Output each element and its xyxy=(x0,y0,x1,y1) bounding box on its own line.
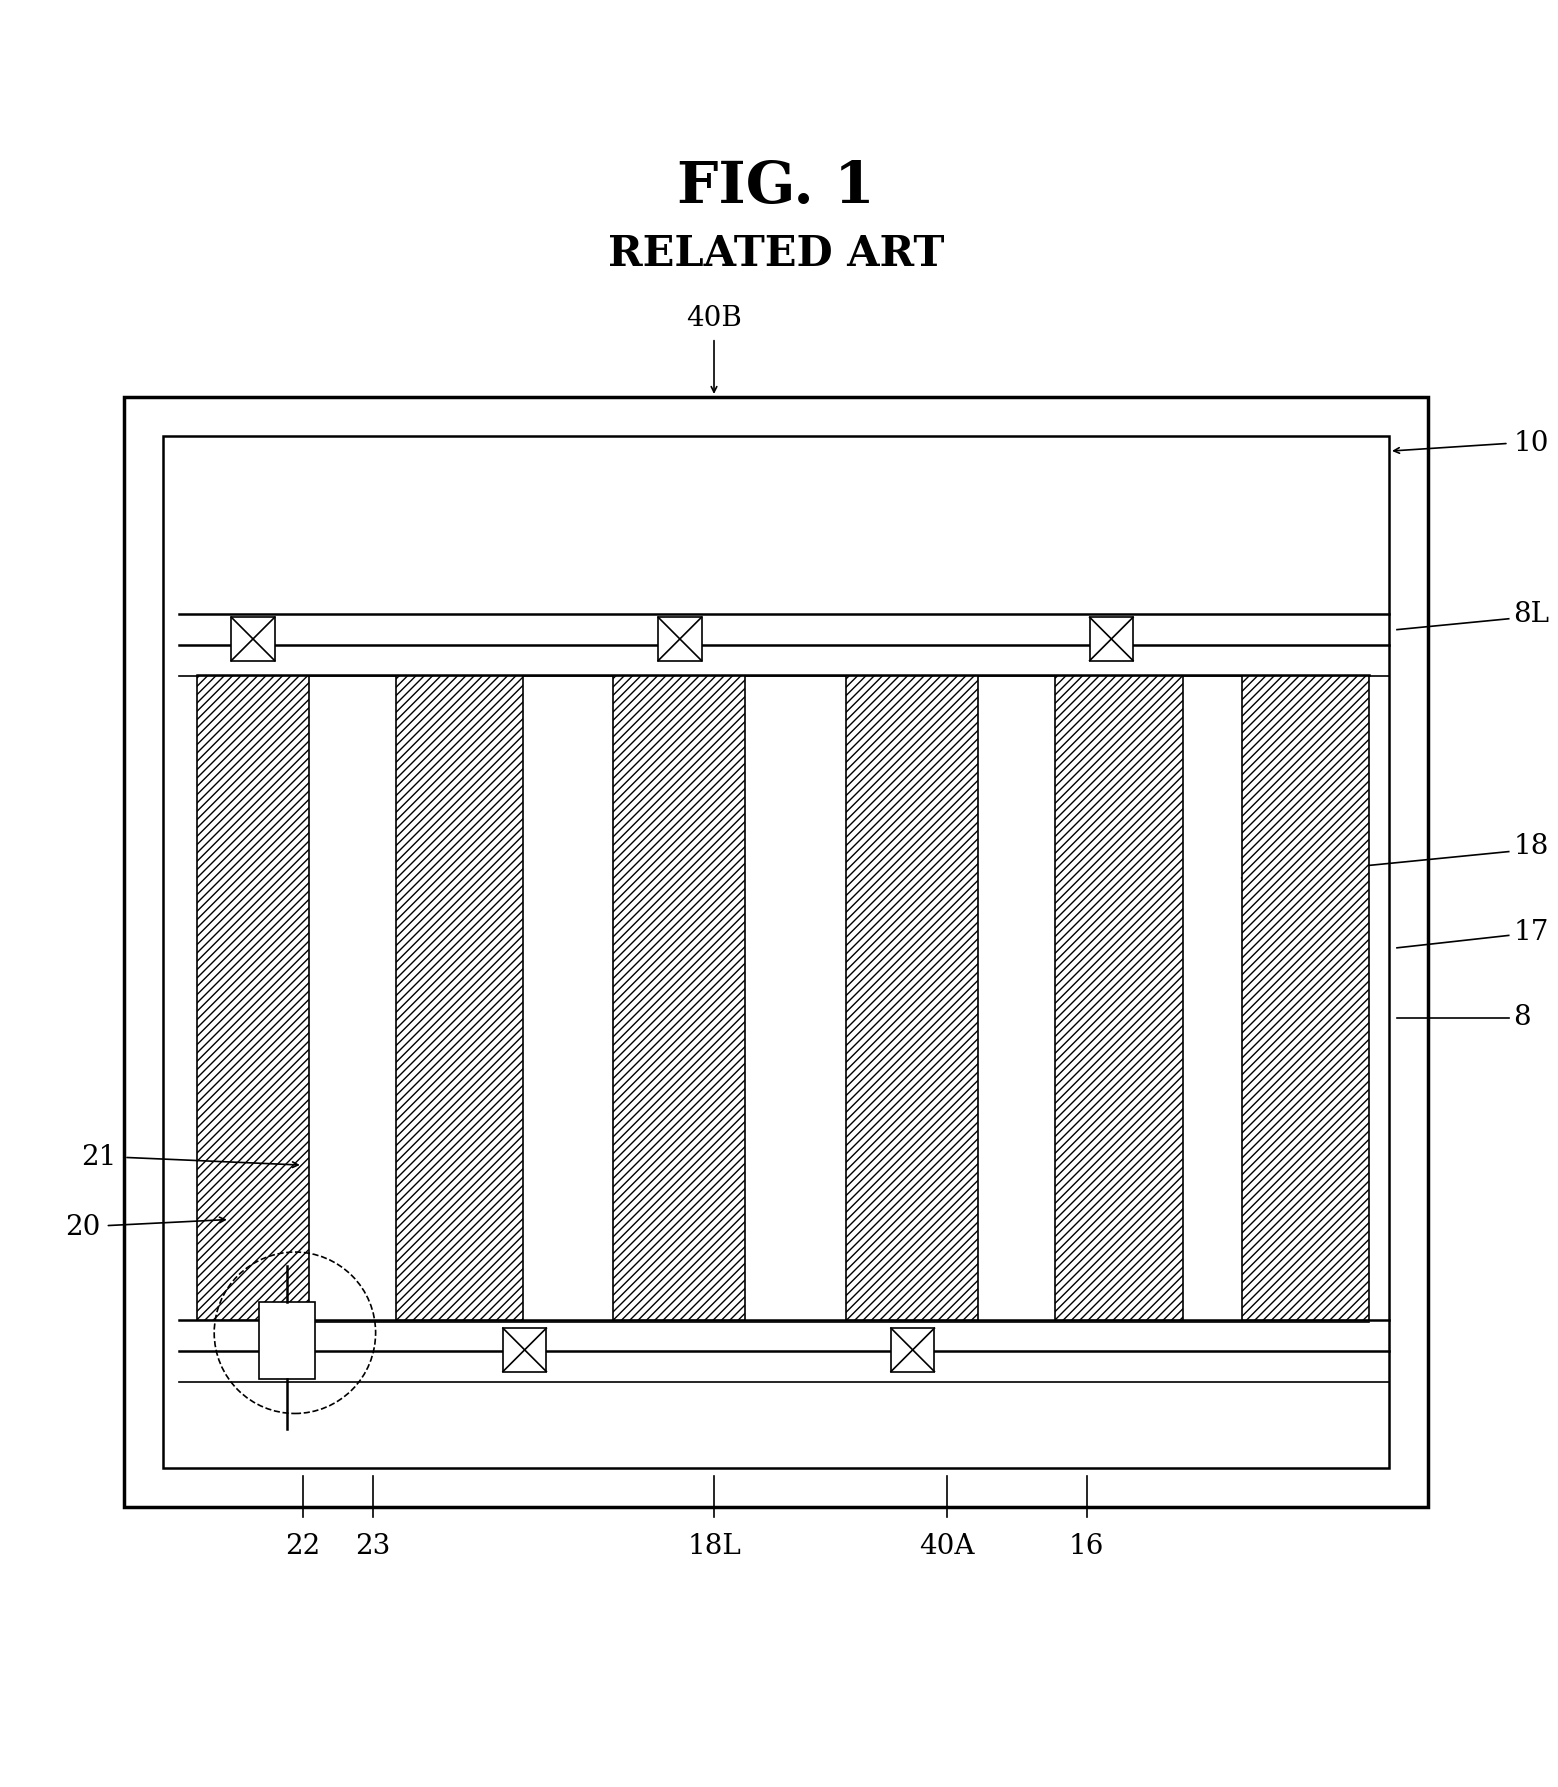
Bar xyxy=(503,1328,547,1372)
Text: 8L: 8L xyxy=(1513,600,1549,627)
Text: 40B: 40B xyxy=(686,304,742,332)
Bar xyxy=(231,617,274,661)
Text: 10: 10 xyxy=(1513,431,1549,457)
Text: 23: 23 xyxy=(355,1533,390,1560)
Bar xyxy=(846,675,978,1321)
Bar xyxy=(891,1328,935,1372)
Text: RELATED ART: RELATED ART xyxy=(608,232,944,275)
Bar xyxy=(396,675,523,1321)
Bar xyxy=(125,397,1429,1506)
Bar xyxy=(1242,675,1369,1321)
Text: 16: 16 xyxy=(1069,1533,1105,1560)
Text: 8: 8 xyxy=(1513,1004,1532,1031)
Text: 21: 21 xyxy=(81,1144,117,1170)
Text: 18L: 18L xyxy=(687,1533,742,1560)
Bar xyxy=(198,675,308,1321)
Text: 20: 20 xyxy=(65,1213,101,1240)
Bar xyxy=(657,617,701,661)
Bar xyxy=(164,436,1390,1467)
Text: 18: 18 xyxy=(1513,833,1549,860)
Text: 40A: 40A xyxy=(919,1533,975,1560)
Text: 22: 22 xyxy=(285,1533,321,1560)
Bar xyxy=(1089,617,1133,661)
Bar xyxy=(614,675,745,1321)
Bar xyxy=(259,1301,315,1380)
Text: FIG. 1: FIG. 1 xyxy=(678,159,876,214)
Text: 17: 17 xyxy=(1513,919,1549,945)
Bar xyxy=(1055,675,1183,1321)
